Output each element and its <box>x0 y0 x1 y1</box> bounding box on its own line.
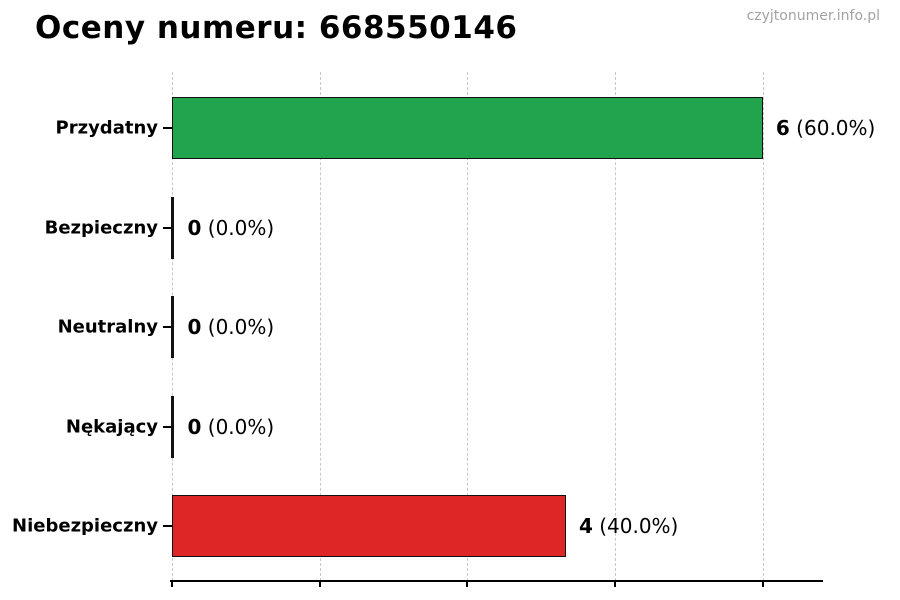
zero-value-bar <box>171 296 174 358</box>
y-axis-tick <box>163 226 172 229</box>
zero-value-bar <box>171 395 174 458</box>
category-label: Niebezpieczny <box>12 515 158 537</box>
x-axis-tick <box>761 582 764 587</box>
value-label: 0 (0.0%) <box>187 215 275 240</box>
vertical-gridline <box>319 72 321 581</box>
bar <box>172 495 566 557</box>
x-axis-tick <box>171 582 173 587</box>
category-label: Nękający <box>65 416 158 437</box>
value-label: 4 (40.0%) <box>578 514 679 538</box>
x-axis-tick <box>466 582 469 587</box>
chart-title: Oceny numeru: 668550146 <box>35 10 518 46</box>
watermark-text: czyjtonumer.info.pl <box>746 8 880 24</box>
bar-row: Niebezpieczny 4 (40.0%) <box>0 495 900 557</box>
vertical-gridline <box>762 72 764 581</box>
bar-row: Bezpieczny 0 (0.0%) <box>0 196 900 259</box>
bar <box>172 97 763 159</box>
y-axis-tick <box>163 326 172 328</box>
x-axis-tick <box>614 582 617 587</box>
category-label: Przydatny <box>55 117 158 139</box>
zero-value-bar <box>171 196 174 259</box>
y-axis-tick <box>163 127 172 129</box>
vertical-gridline <box>615 72 617 581</box>
bar-row: Neutralny 0 (0.0%) <box>0 296 900 358</box>
category-label: Neutralny <box>57 316 158 338</box>
vertical-gridline <box>467 72 469 581</box>
x-axis-tick <box>318 582 321 587</box>
y-axis-tick <box>163 525 172 527</box>
value-label: 6 (60.0%) <box>775 116 876 140</box>
bar-row: Przydatny 6 (60.0%) <box>0 97 900 159</box>
y-axis-tick <box>163 425 172 428</box>
category-label: Bezpieczny <box>44 217 158 238</box>
x-axis-line <box>170 580 823 582</box>
value-label: 0 (0.0%) <box>187 414 275 439</box>
bar-row: Nękający 0 (0.0%) <box>0 395 900 458</box>
value-label: 0 (0.0%) <box>187 315 275 339</box>
